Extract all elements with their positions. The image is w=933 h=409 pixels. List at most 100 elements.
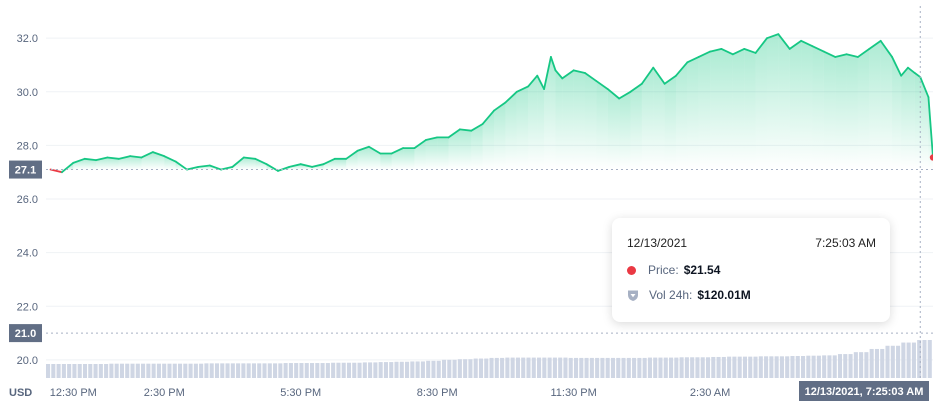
- price-area-segment: [766, 34, 779, 170]
- price-line-segment: [652, 66, 666, 85]
- volume-bar: [647, 357, 652, 378]
- tooltip-price-value: $21.54: [683, 263, 721, 277]
- volume-bar: [806, 355, 811, 378]
- volume-bar: [141, 363, 146, 378]
- volume-bar: [288, 363, 293, 378]
- volume-bar: [399, 361, 404, 378]
- price-area-segment: [744, 48, 756, 170]
- volume-bar: [204, 363, 209, 378]
- volume-bar: [885, 345, 890, 378]
- volume-bar: [325, 363, 330, 378]
- volume-bar: [436, 360, 441, 378]
- price-line-segment: [743, 47, 757, 54]
- price-area-segment: [243, 157, 256, 170]
- price-area-segment: [482, 110, 495, 170]
- x-tick-label: 5:30 PM: [280, 387, 321, 399]
- volume-bar: [167, 363, 172, 378]
- price-line-segment: [390, 147, 404, 155]
- volume-bar: [853, 352, 858, 378]
- volume-bar: [626, 357, 631, 378]
- volume-bar: [352, 362, 357, 378]
- currency-label: USD: [9, 387, 32, 399]
- price-line-segment: [811, 45, 825, 53]
- price-line-segment: [481, 109, 495, 125]
- x-tick-label: 12:30 PM: [50, 387, 97, 399]
- price-area-segment: [380, 153, 392, 170]
- price-line-segment: [857, 47, 871, 58]
- volume-bar: [510, 357, 515, 378]
- volume-bar: [478, 358, 484, 378]
- price-area-segment: [537, 75, 545, 170]
- price-line: [49, 33, 933, 174]
- price-area-segment: [823, 51, 836, 170]
- price-area-segment: [801, 40, 813, 170]
- volume-bar: [452, 359, 457, 378]
- current-price-label: 21.0: [15, 328, 36, 340]
- price-area-segment: [152, 152, 165, 170]
- volume-bar: [98, 364, 103, 378]
- volume-bar: [779, 356, 784, 378]
- volume-bar: [309, 363, 315, 378]
- volume-bar: [742, 356, 748, 378]
- volume-bar: [822, 355, 827, 378]
- volume-bar: [484, 358, 489, 378]
- price-line-segment: [900, 66, 909, 77]
- volume-bar: [542, 357, 547, 378]
- price-area-segment: [880, 40, 893, 170]
- volume-bar: [278, 363, 283, 378]
- tooltip-time: 7:25:03 AM: [815, 236, 876, 250]
- price-line-segment: [879, 39, 893, 58]
- volume-bar: [209, 363, 214, 378]
- price-area-segment: [778, 34, 790, 170]
- volume-bar: [273, 363, 278, 378]
- volume-bar: [119, 363, 124, 378]
- volume-bar: [135, 363, 140, 378]
- volume-bar: [77, 364, 82, 378]
- volume-bar: [843, 354, 848, 378]
- price-line-segment: [919, 76, 930, 99]
- price-line-segment: [629, 82, 643, 93]
- price-area-segment: [869, 40, 881, 170]
- volume-bar: [515, 357, 520, 378]
- price-line-segment: [447, 128, 461, 139]
- price-line-segment: [242, 156, 257, 160]
- volume-bar: [172, 363, 177, 378]
- volume-bar: [410, 361, 415, 378]
- volume-bar: [257, 363, 262, 378]
- price-line-segment: [640, 66, 655, 85]
- price-line-segment: [527, 74, 539, 88]
- price-area-segment: [164, 156, 176, 170]
- volume-bar: [901, 342, 906, 378]
- tooltip-price-label: Price:: [648, 263, 679, 277]
- volume-bar: [764, 356, 769, 378]
- y-tick-label: 22.0: [17, 301, 38, 313]
- volume-bar: [563, 357, 568, 378]
- price-line-segment: [907, 66, 916, 74]
- price-area-segment: [721, 48, 733, 170]
- price-area-segment: [84, 158, 97, 170]
- volume-bar: [468, 359, 473, 378]
- price-line-segment: [254, 157, 268, 166]
- volume-bar: [500, 357, 505, 378]
- price-area-segment: [403, 148, 415, 170]
- volume-bar: [705, 357, 711, 378]
- price-area-segment: [391, 148, 404, 170]
- price-line-segment: [754, 37, 768, 54]
- price-line-segment: [186, 165, 200, 171]
- volume-bar: [711, 356, 716, 378]
- volume-bar: [653, 357, 658, 378]
- volume-bar: [125, 363, 130, 378]
- volume-bar: [669, 357, 674, 378]
- volume-bar: [727, 356, 732, 378]
- volume-bar: [267, 363, 272, 378]
- price-line-segment: [493, 101, 507, 112]
- price-line-segment: [720, 47, 734, 56]
- price-line-segment: [208, 164, 223, 171]
- volume-bar: [56, 364, 61, 378]
- volume-bar: [864, 352, 869, 378]
- price-line-segment: [413, 139, 427, 150]
- price-line-segment: [151, 151, 166, 158]
- volume-bar: [837, 354, 843, 378]
